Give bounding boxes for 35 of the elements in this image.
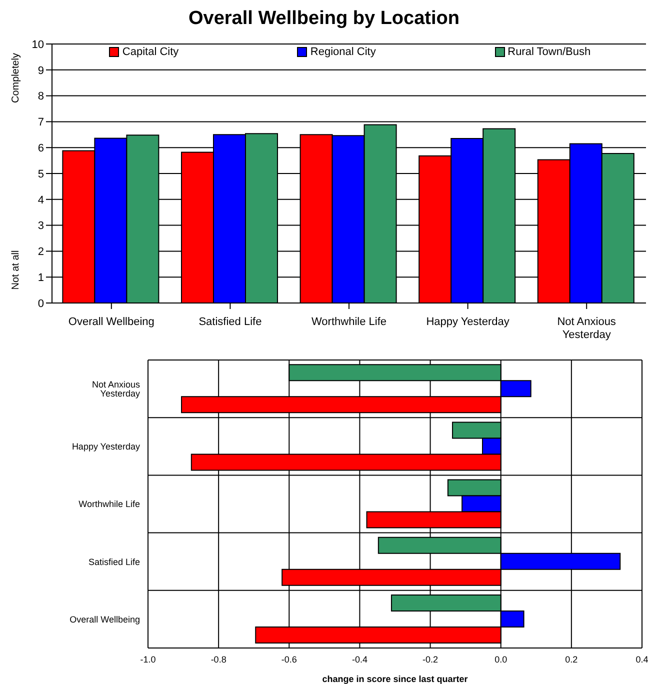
x-tick-label: 0.0 (494, 654, 508, 664)
x-tick-label: Satisfied Life (198, 316, 262, 328)
y-tick-label: 1 (38, 272, 44, 284)
y-tick-label: Worthwhile Life (78, 499, 140, 510)
x-tick-label: Not Anxious Yesterday (557, 316, 616, 341)
y-tick-label: 0 (38, 298, 44, 310)
y-tick-label: Not Anxious Yesterday (92, 379, 140, 398)
y-tick-label: 3 (38, 220, 44, 232)
x-tick-label: -0.4 (352, 654, 368, 664)
y-tick-label: 2 (38, 246, 44, 258)
x-tick-label: Happy Yesterday (426, 316, 510, 328)
chart-title: Overall Wellbeing by Location (188, 7, 460, 31)
legend-label: Capital City (122, 46, 179, 58)
x-tick-label: -1.0 (140, 654, 156, 664)
legend-label: Regional City (310, 46, 376, 58)
y-tick-label: 9 (38, 64, 44, 77)
x-tick-label: -0.6 (281, 654, 297, 664)
y-tick-label: Satisfied Life (88, 556, 140, 567)
y-tick-label: 6 (38, 142, 44, 155)
x-tick-label: -0.8 (210, 654, 226, 664)
y-tick-label: 8 (38, 90, 44, 103)
y-tick-label: Overall Wellbeing (70, 614, 140, 624)
text: Not at all (10, 250, 22, 290)
legend-label: Rural Town/Bush (508, 46, 591, 58)
x-axis-title: change in score since last quarter (322, 674, 468, 684)
x-tick-label: 0.4 (636, 654, 648, 664)
y-tick-label: Happy Yesterday (72, 442, 140, 452)
x-tick-label: -0.2 (422, 654, 438, 664)
x-tick-label: Worthwhile Life (312, 316, 386, 328)
x-tick-label: 0.2 (565, 654, 578, 664)
y-tick-label: 7 (38, 116, 44, 129)
text: Completely (10, 52, 22, 104)
y-tick-label: 5 (38, 168, 44, 180)
y-tick-label: 4 (38, 194, 44, 206)
y-tick-label: 10 (32, 38, 44, 51)
